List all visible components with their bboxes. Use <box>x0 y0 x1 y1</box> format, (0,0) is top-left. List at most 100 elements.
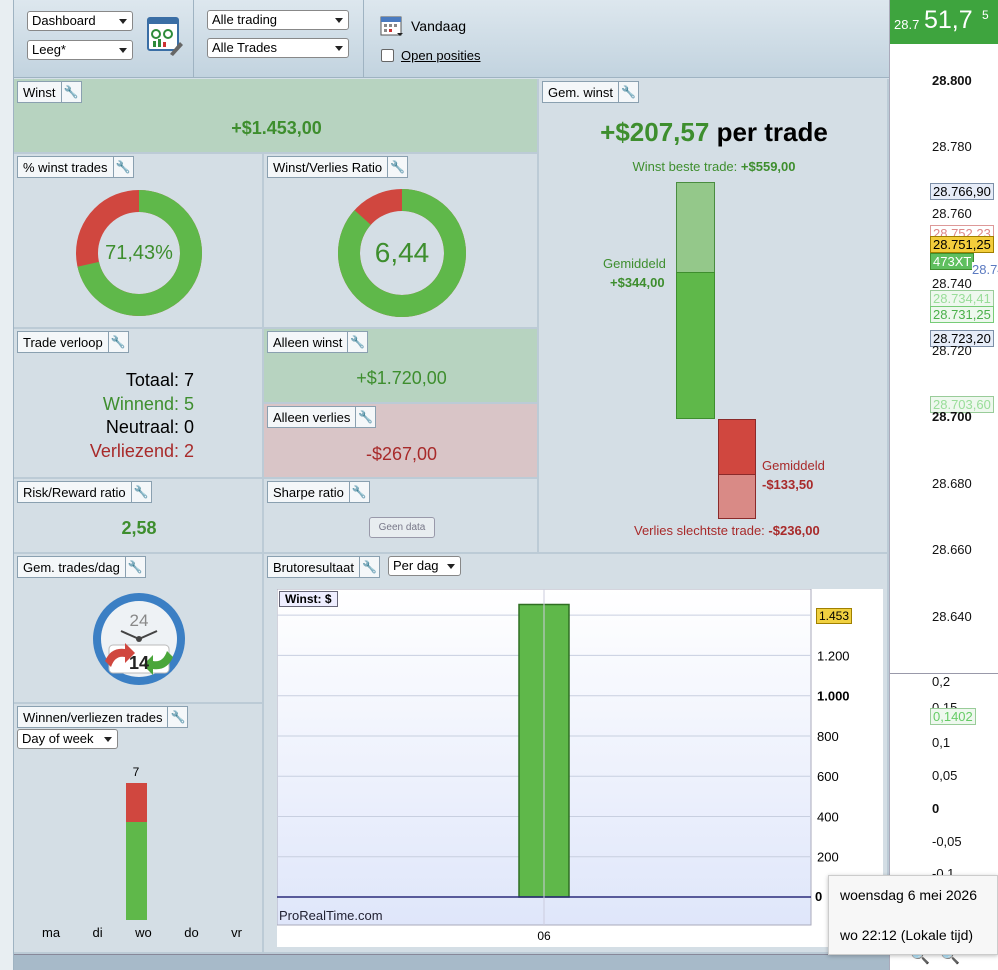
bottom-scrollbar[interactable] <box>14 954 889 970</box>
winnen-verliezen-title-label: Winnen/verliezen trades <box>23 709 163 725</box>
sharpe-panel: Sharpe ratio 🔧 Geen data <box>264 479 539 554</box>
axis-tag: 28.703,60 <box>930 396 994 413</box>
geen-data-button[interactable]: Geen data <box>369 517 435 538</box>
gem-winst-value: +$207,57 <box>600 117 710 147</box>
winnen-verliezen-title[interactable]: Winnen/verliezen trades 🔧 <box>17 706 189 728</box>
winst-panel: Winst 🔧 +$1.453,00 <box>14 79 539 154</box>
totaal-value: 7 <box>183 370 194 390</box>
neutraal-row: Neutraal: 0 <box>90 416 194 440</box>
verloop-title[interactable]: Trade verloop 🔧 <box>17 331 129 353</box>
gem-winst-title-label: Gem. winst <box>548 84 614 100</box>
left-edge-strip <box>0 0 14 970</box>
wrench-icon[interactable]: 🔧 <box>124 557 145 577</box>
worst-trade-line: Verlies slechtste trade: -$236,00 <box>634 523 820 538</box>
ratio-title[interactable]: Winst/Verlies Ratio 🔧 <box>267 156 409 178</box>
axis-tick: 28.740 <box>932 276 972 291</box>
price-big: 51,7 <box>924 6 973 34</box>
calendar-icon[interactable] <box>380 14 404 38</box>
gem-winst-headline: +$207,57 per trade <box>539 117 889 148</box>
risk-reward-title[interactable]: Risk/Reward ratio 🔧 <box>17 481 152 503</box>
bruto-title[interactable]: Brutoresultaat 🔧 <box>267 556 380 578</box>
pct-winst-title-label: % winst trades <box>23 159 108 175</box>
axis-tag: 28.766,90 <box>930 183 994 200</box>
clock-bottom-number: 14 <box>128 653 150 673</box>
wrench-icon[interactable]: 🔧 <box>355 407 375 427</box>
sharpe-title-label: Sharpe ratio <box>273 484 344 500</box>
gem-trades-dag-title[interactable]: Gem. trades/dag 🔧 <box>17 556 146 578</box>
avg-loss-bar <box>718 419 756 475</box>
trading-select[interactable]: Alle trading <box>207 10 349 30</box>
best-trade-value: +$559,00 <box>740 159 796 174</box>
y-tick-label: 1.200 <box>817 648 850 663</box>
day-label-wo: wo <box>135 925 152 940</box>
alleen-verlies-panel: Alleen verlies 🔧 -$267,00 <box>264 404 539 479</box>
totaal-label: Totaal: <box>125 370 179 390</box>
bruto-title-label: Brutoresultaat <box>273 559 354 575</box>
day-of-week-select[interactable]: Day of week <box>17 729 118 749</box>
axis-tick: 28.660 <box>932 542 972 557</box>
wrench-icon[interactable]: 🔧 <box>167 707 187 727</box>
date-label[interactable]: Vandaag <box>411 18 467 34</box>
wrench-icon[interactable]: 🔧 <box>112 157 133 177</box>
lower-tick: 0,05 <box>932 768 958 783</box>
open-positions-label[interactable]: Open posities <box>401 48 481 63</box>
wrench-icon[interactable]: 🔧 <box>358 557 379 577</box>
clock-top-number: 24 <box>129 611 149 630</box>
alleen-verlies-title[interactable]: Alleen verlies 🔧 <box>267 406 377 428</box>
winnen-verliezen-panel: Winnen/verliezen trades 🔧 Day of week 7 m… <box>14 704 264 954</box>
axis-tick: 28.680 <box>932 476 972 491</box>
wv-day-labels: ma di wo do vr <box>42 925 242 940</box>
winnend-value: 5 <box>183 393 194 414</box>
wrench-icon[interactable]: 🔧 <box>60 82 81 102</box>
pct-winst-title[interactable]: % winst trades 🔧 <box>17 156 134 178</box>
toolbar: Dashboard Leeg* Alle trading Alle Trades… <box>14 0 889 78</box>
wrench-icon[interactable]: 🔧 <box>348 482 369 502</box>
winnend-row: Winnend: 5 <box>90 393 194 417</box>
winst-value: +$1.453,00 <box>231 118 322 138</box>
axis-divider <box>890 673 998 674</box>
lower-tag: 0,1402 <box>930 708 976 725</box>
alleen-winst-title[interactable]: Alleen winst 🔧 <box>267 331 369 353</box>
avg-win-bar <box>676 272 715 419</box>
axis-tag: 28.746,29 <box>972 262 998 279</box>
trades-select[interactable]: Alle Trades <box>207 38 349 58</box>
wrench-icon[interactable]: 🔧 <box>130 482 151 502</box>
y-tick-label: 1.000 <box>817 689 850 704</box>
ratio-panel: Winst/Verlies Ratio 🔧 6,44 <box>264 154 539 329</box>
lower-tick: 0 <box>932 801 940 816</box>
alleen-verlies-value: -$267,00 <box>365 444 438 464</box>
verloop-list: Totaal: 7 Winnend: 5 Neutraal: 0 Verliez… <box>90 369 194 463</box>
avg-loss-value: -$133,50 <box>762 477 814 492</box>
winst-title[interactable]: Winst 🔧 <box>17 81 82 103</box>
alleen-winst-panel: Alleen winst 🔧 +$1.720,00 <box>264 329 539 404</box>
wrench-icon[interactable]: 🔧 <box>347 332 367 352</box>
gem-winst-title[interactable]: Gem. winst 🔧 <box>542 81 640 103</box>
alleen-verlies-title-label: Alleen verlies <box>273 409 351 425</box>
verloop-panel: Trade verloop 🔧 Totaal: 7 Winnend: 5 Neut… <box>14 329 264 479</box>
chart-legend: Winst: $ <box>279 591 338 607</box>
pct-winst-value: 71,43% <box>105 242 173 264</box>
wrench-icon[interactable]: 🔧 <box>387 157 407 177</box>
gem-trades-dag-title-label: Gem. trades/dag <box>23 559 120 575</box>
view-select[interactable]: Dashboard <box>27 11 133 31</box>
sharpe-title[interactable]: Sharpe ratio 🔧 <box>267 481 370 503</box>
avg-win-label: Gemiddeld <box>603 256 666 271</box>
clock-icon <box>93 593 185 685</box>
wrench-icon[interactable]: 🔧 <box>107 332 128 352</box>
axis-tag: 28.734,41 <box>930 290 994 307</box>
winst-title-label: Winst <box>23 84 56 100</box>
best-trade-label: Winst beste trade: <box>632 159 738 174</box>
dashboard-settings-icon[interactable] <box>146 16 184 56</box>
wv-win-bar <box>126 822 147 920</box>
layout-select[interactable]: Leeg* <box>27 40 133 60</box>
open-positions-checkbox[interactable] <box>381 49 394 62</box>
ratio-value: 6,44 <box>374 237 430 268</box>
risk-reward-title-label: Risk/Reward ratio <box>23 484 126 500</box>
verliezend-row: Verliezend: 2 <box>90 440 194 464</box>
lower-tick: 0,1 <box>932 735 951 750</box>
day-label-ma: ma <box>42 925 61 940</box>
per-dag-select[interactable]: Per dag <box>388 556 461 576</box>
neutraal-label: Neutraal: <box>105 417 179 437</box>
wrench-icon[interactable]: 🔧 <box>618 82 638 102</box>
